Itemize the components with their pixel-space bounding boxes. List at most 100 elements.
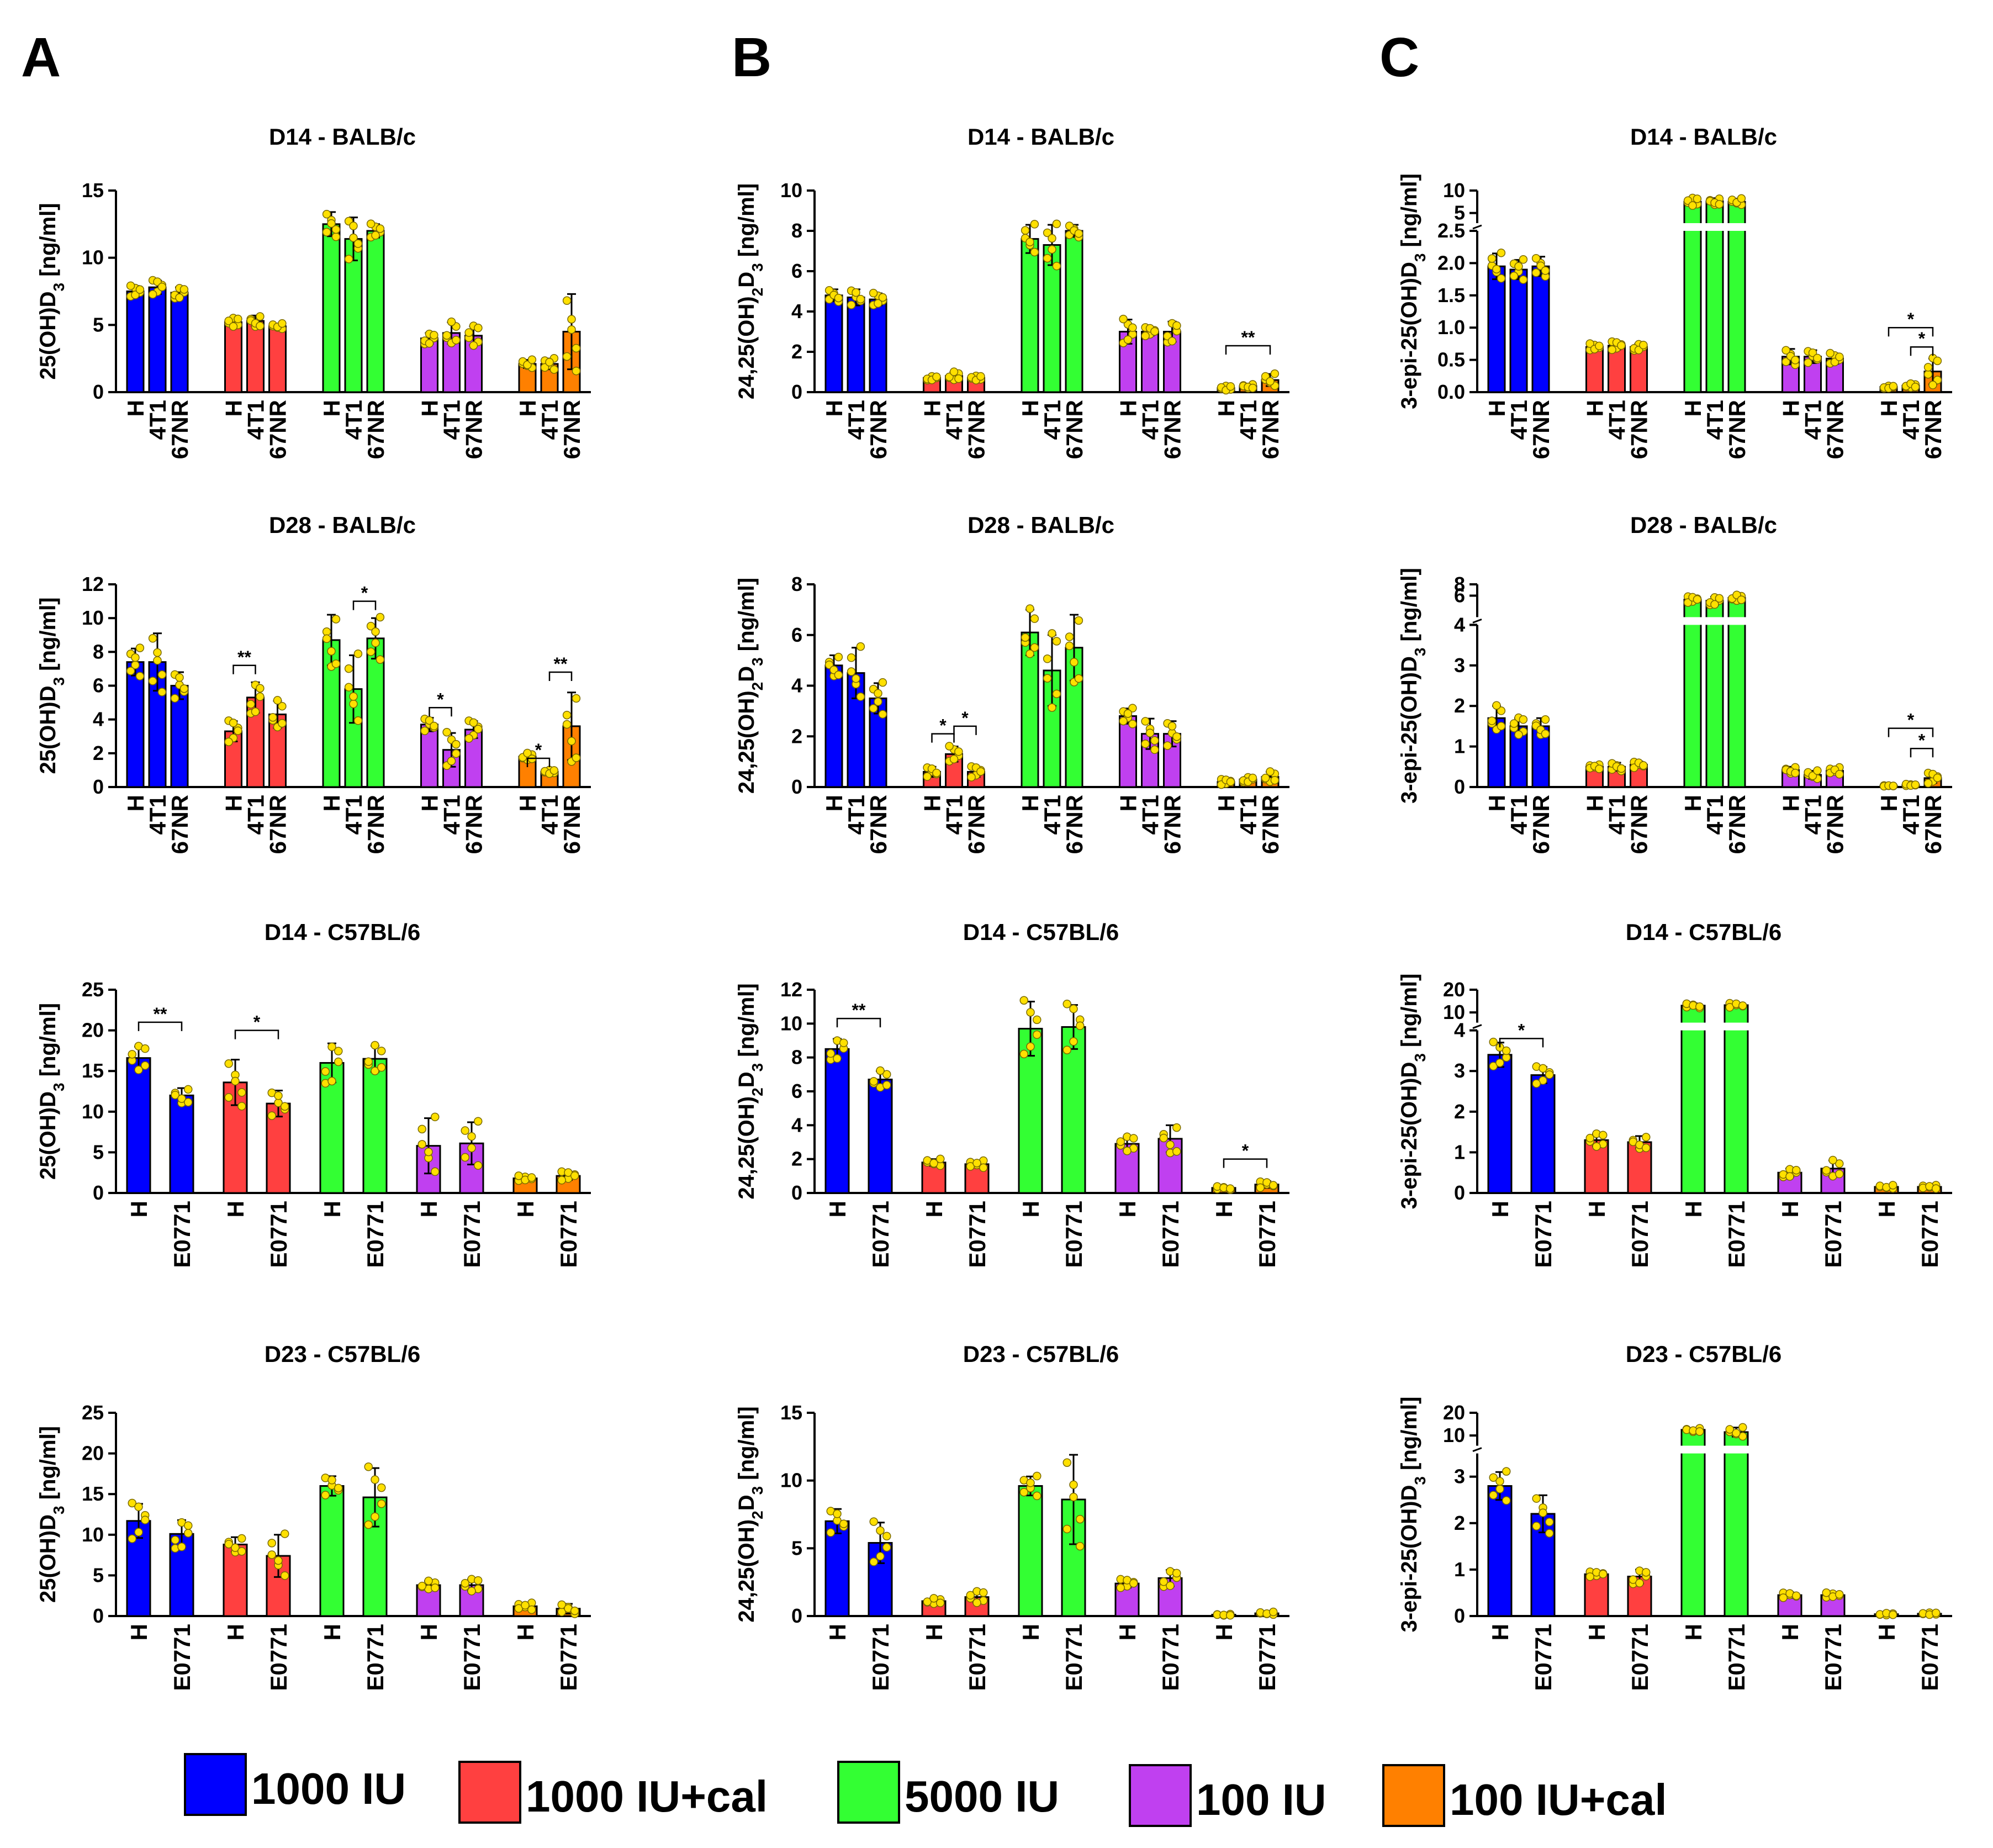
data-point	[1532, 1079, 1541, 1088]
data-point	[229, 719, 238, 727]
data-point	[1693, 194, 1702, 203]
data-point	[322, 228, 331, 237]
data-point	[452, 749, 461, 758]
x-tick-label: E0771	[1627, 1201, 1653, 1268]
bar-break	[1727, 223, 1747, 231]
data-point	[148, 290, 157, 299]
x-tick-label: H	[921, 1624, 947, 1640]
significance-label: *	[939, 716, 947, 736]
data-point	[1695, 1427, 1704, 1436]
data-point	[474, 1161, 483, 1170]
data-point	[246, 700, 255, 709]
data-point	[562, 296, 572, 305]
data-point	[281, 1529, 289, 1538]
y-tick-label: 8	[93, 640, 104, 663]
y-tick-label: 15	[780, 1401, 802, 1424]
significance-label: **	[237, 647, 251, 667]
data-point	[128, 1498, 136, 1508]
data-point	[1509, 719, 1519, 728]
data-point	[1502, 1496, 1511, 1505]
bar	[1683, 599, 1702, 788]
axis-break-mark	[1472, 1024, 1482, 1029]
bar	[1585, 346, 1604, 393]
x-tick-label: H	[1211, 1201, 1237, 1217]
data-point	[1489, 1037, 1498, 1047]
bar-break	[1723, 1445, 1749, 1454]
x-tick-label: 67NR	[1626, 400, 1652, 459]
data-point	[1070, 658, 1079, 667]
data-point	[134, 1528, 143, 1537]
data-point	[1065, 632, 1074, 641]
chart-title: D28 - BALB/c	[968, 512, 1114, 538]
data-point	[157, 282, 167, 292]
bar	[1724, 1431, 1749, 1617]
x-tick-label: E0771	[1820, 1201, 1846, 1268]
data-point	[1129, 1578, 1138, 1588]
data-point	[1642, 1568, 1651, 1577]
data-point	[135, 672, 145, 681]
x-tick-label: H	[319, 1624, 345, 1640]
data-point	[1166, 1581, 1175, 1590]
data-point	[224, 1059, 233, 1068]
data-point	[557, 1600, 566, 1609]
bar	[362, 1058, 388, 1194]
data-point	[1923, 779, 1933, 788]
data-point	[521, 1601, 530, 1610]
significance-bracket	[1910, 748, 1934, 758]
bar-break	[1723, 1022, 1749, 1031]
legend-item-100iu: 100 IU	[1129, 1764, 1326, 1827]
data-point	[1617, 764, 1626, 773]
data-point	[371, 627, 380, 636]
x-tick-label: 4T1	[243, 795, 269, 835]
data-point	[1116, 1583, 1125, 1592]
x-tick-label: E0771	[964, 1201, 990, 1268]
y-tick-label: 25	[82, 978, 104, 1001]
x-tick-label: E0771	[1724, 1624, 1749, 1691]
data-point	[1617, 341, 1626, 350]
y-tick-label: 12	[780, 978, 802, 1001]
y-tick-label: 0	[1454, 775, 1465, 798]
data-point	[321, 1491, 330, 1499]
y-tick-label: 1.5	[1437, 284, 1465, 307]
data-point	[1738, 1423, 1747, 1432]
y-tick-label: 0	[1454, 1181, 1465, 1204]
data-point	[572, 753, 581, 762]
data-point	[1725, 1425, 1734, 1434]
data-point	[1781, 346, 1790, 355]
x-tick-label: 4T1	[1039, 400, 1065, 440]
data-point	[1531, 254, 1541, 263]
y-tick-label: 6	[791, 1080, 802, 1102]
significance-label: **	[554, 654, 568, 674]
data-point	[237, 1088, 246, 1097]
data-point	[1052, 689, 1061, 699]
data-point	[461, 1578, 469, 1588]
data-point	[1514, 262, 1523, 271]
y-axis-label: 3-epi-25(OH)D3 [ng/ml]	[1397, 173, 1429, 409]
x-tick-label: H	[1487, 1624, 1513, 1640]
x-tick-label: 4T1	[537, 400, 563, 440]
bar-break	[1683, 223, 1703, 231]
data-point	[424, 1576, 433, 1586]
data-point	[141, 1516, 150, 1524]
x-tick-label: H	[1876, 400, 1902, 416]
bar	[1705, 600, 1724, 788]
data-point	[256, 312, 265, 321]
data-point	[148, 634, 157, 643]
data-point	[1074, 616, 1083, 625]
data-point	[153, 648, 162, 657]
data-point	[224, 1093, 233, 1102]
data-point	[1489, 1473, 1498, 1482]
x-tick-label: 4T1	[1800, 795, 1826, 835]
x-tick-label: H	[223, 1624, 249, 1640]
bar	[1705, 200, 1724, 393]
data-point	[882, 1070, 891, 1079]
y-axis-label: 24,25(OH)2D3 [ng/ml]	[734, 578, 766, 794]
legend-label: 100 IU	[1196, 1775, 1326, 1824]
y-tick-label: 8	[791, 219, 802, 242]
x-tick-label: H	[1213, 795, 1239, 811]
legend-label: 1000 IU	[251, 1764, 406, 1813]
data-point	[175, 673, 184, 682]
x-tick-label: H	[1584, 1201, 1610, 1217]
